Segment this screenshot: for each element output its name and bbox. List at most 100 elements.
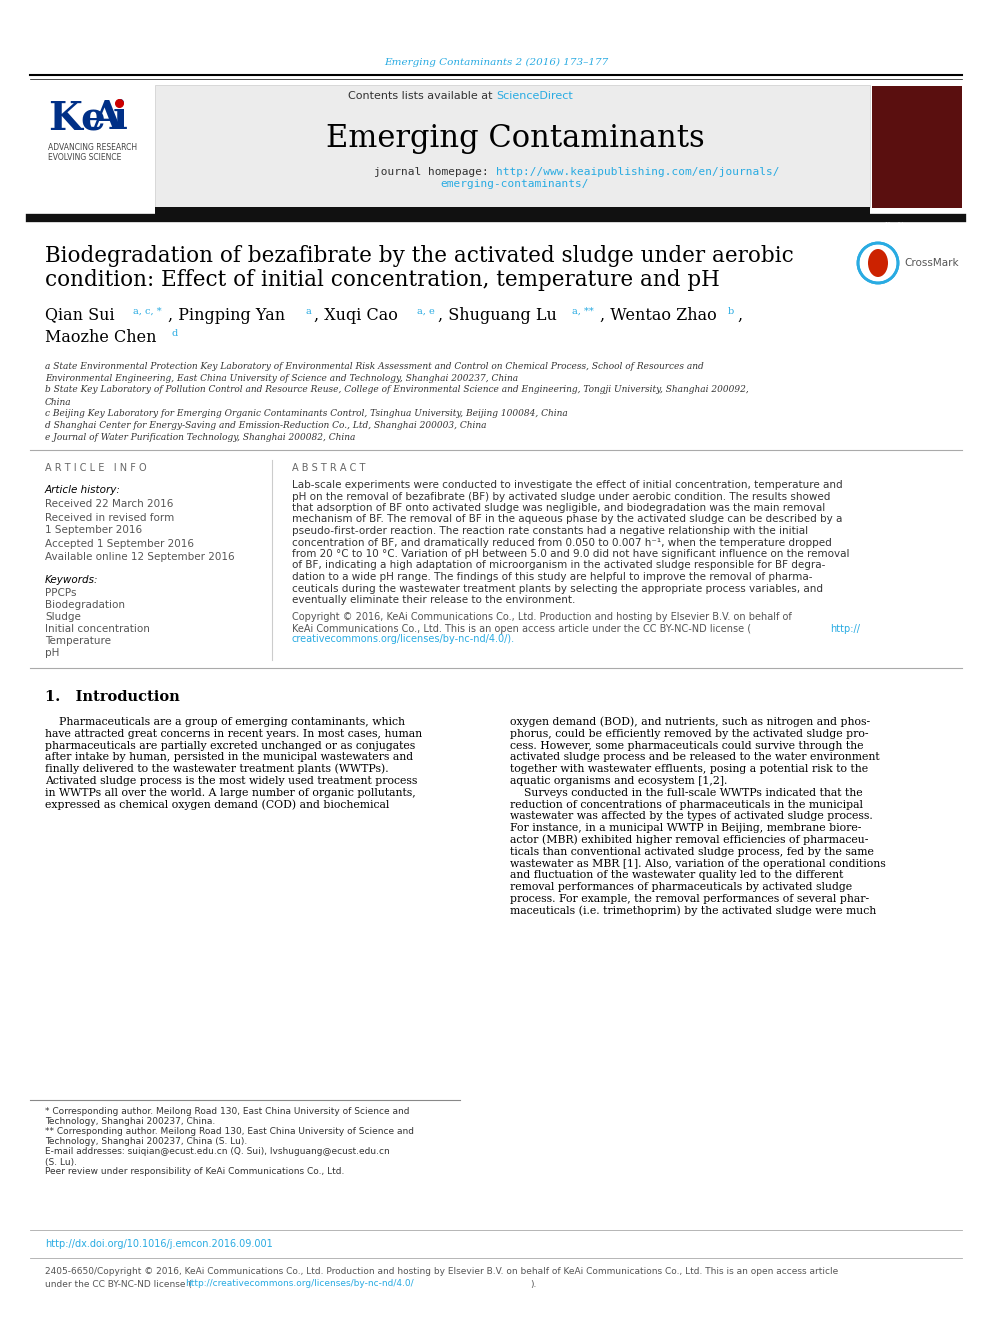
Text: a, **: a, **	[572, 307, 594, 315]
Text: d: d	[172, 328, 179, 337]
Text: 1 September 2016: 1 September 2016	[45, 525, 142, 534]
Text: 2405-6650/Copyright © 2016, KeAi Communications Co., Ltd. Production and hosting: 2405-6650/Copyright © 2016, KeAi Communi…	[45, 1267, 838, 1277]
Text: Keywords:: Keywords:	[45, 576, 98, 585]
Text: CrossMark: CrossMark	[904, 258, 958, 269]
Text: oxygen demand (BOD), and nutrients, such as nitrogen and phos-: oxygen demand (BOD), and nutrients, such…	[510, 717, 870, 728]
Text: e Journal of Water Purification Technology, Shanghai 200082, China: e Journal of Water Purification Technolo…	[45, 433, 355, 442]
Text: a: a	[305, 307, 310, 315]
Text: eventually eliminate their release to the environment.: eventually eliminate their release to th…	[292, 595, 575, 605]
Text: Available online 12 September 2016: Available online 12 September 2016	[45, 552, 235, 562]
Text: KeAi Communications Co., Ltd. This is an open access article under the CC BY-NC-: KeAi Communications Co., Ltd. This is an…	[292, 623, 751, 634]
Text: Technology, Shanghai 200237, China.: Technology, Shanghai 200237, China.	[45, 1118, 215, 1126]
Text: A R T I C L E   I N F O: A R T I C L E I N F O	[45, 463, 147, 474]
Text: , Wentao Zhao: , Wentao Zhao	[600, 307, 722, 324]
Text: a, e: a, e	[417, 307, 434, 315]
Text: Activated sludge process is the most widely used treatment process: Activated sludge process is the most wid…	[45, 777, 418, 786]
Text: ceuticals during the wastewater treatment plants by selecting the appropriate pr: ceuticals during the wastewater treatmen…	[292, 583, 823, 594]
Text: * Corresponding author. Meilong Road 130, East China University of Science and: * Corresponding author. Meilong Road 130…	[45, 1107, 410, 1117]
Text: b State Key Laboratory of Pollution Control and Resource Reuse, College of Envir: b State Key Laboratory of Pollution Cont…	[45, 385, 749, 406]
Text: have attracted great concerns in recent years. In most cases, human: have attracted great concerns in recent …	[45, 729, 423, 738]
Text: E-mail addresses: suiqian@ecust.edu.cn (Q. Sui), lvshuguang@ecust.edu.cn: E-mail addresses: suiqian@ecust.edu.cn (…	[45, 1147, 390, 1156]
Text: Accepted 1 September 2016: Accepted 1 September 2016	[45, 538, 194, 549]
Text: Surveys conducted in the full-scale WWTPs indicated that the: Surveys conducted in the full-scale WWTP…	[510, 787, 863, 798]
Text: Emerging Contaminants 2 (2016) 173–177: Emerging Contaminants 2 (2016) 173–177	[384, 57, 608, 66]
Text: under the CC BY-NC-ND license (: under the CC BY-NC-ND license (	[45, 1279, 191, 1289]
Text: pharmaceuticals are partially excreted unchanged or as conjugates: pharmaceuticals are partially excreted u…	[45, 741, 416, 750]
Text: cess. However, some pharmaceuticals could survive through the: cess. However, some pharmaceuticals coul…	[510, 741, 863, 750]
Text: http://www.keaipublishing.com/en/journals/: http://www.keaipublishing.com/en/journal…	[496, 167, 780, 177]
Text: aquatic organisms and ecosystem [1,2].: aquatic organisms and ecosystem [1,2].	[510, 777, 727, 786]
Text: finally delivered to the wastewater treatment plants (WWTPs).: finally delivered to the wastewater trea…	[45, 763, 389, 774]
Text: i: i	[113, 99, 128, 138]
Text: Biodegradation: Biodegradation	[45, 601, 125, 610]
Text: http://dx.doi.org/10.1016/j.emcon.2016.09.001: http://dx.doi.org/10.1016/j.emcon.2016.0…	[45, 1240, 273, 1249]
Text: b: b	[728, 307, 734, 315]
Text: For instance, in a municipal WWTP in Beijing, membrane biore-: For instance, in a municipal WWTP in Bei…	[510, 823, 861, 833]
Text: 1.   Introduction: 1. Introduction	[45, 691, 180, 704]
Text: A: A	[91, 99, 121, 138]
Circle shape	[858, 243, 898, 283]
Text: Article history:: Article history:	[45, 486, 121, 495]
Text: ticals than conventional activated sludge process, fed by the same: ticals than conventional activated sludg…	[510, 847, 874, 857]
Text: in WWTPs all over the world. A large number of organic pollutants,: in WWTPs all over the world. A large num…	[45, 787, 416, 798]
Text: Sludge: Sludge	[45, 613, 81, 622]
Text: wastewater as MBR [1]. Also, variation of the operational conditions: wastewater as MBR [1]. Also, variation o…	[510, 859, 886, 869]
Text: expressed as chemical oxygen demand (COD) and biochemical: expressed as chemical oxygen demand (COD…	[45, 799, 390, 810]
Text: dation to a wide pH range. The findings of this study are helpful to improve the: dation to a wide pH range. The findings …	[292, 572, 812, 582]
Text: process. For example, the removal performances of several phar-: process. For example, the removal perfor…	[510, 894, 869, 904]
Text: of BF, indicating a high adaptation of microorganism in the activated sludge res: of BF, indicating a high adaptation of m…	[292, 561, 825, 570]
Text: after intake by human, persisted in the municipal wastewaters and: after intake by human, persisted in the …	[45, 753, 413, 762]
Text: reduction of concentrations of pharmaceuticals in the municipal: reduction of concentrations of pharmaceu…	[510, 799, 863, 810]
Text: concentration of BF, and dramatically reduced from 0.050 to 0.007 h⁻¹, when the : concentration of BF, and dramatically re…	[292, 537, 831, 548]
Bar	[155, 85, 870, 206]
Text: Technology, Shanghai 200237, China (S. Lu).: Technology, Shanghai 200237, China (S. L…	[45, 1138, 247, 1147]
Text: ADVANCING RESEARCH: ADVANCING RESEARCH	[48, 143, 137, 152]
Text: together with wastewater effluents, posing a potential risk to the: together with wastewater effluents, posi…	[510, 765, 868, 774]
Text: from 20 °C to 10 °C. Variation of pH between 5.0 and 9.0 did not have significan: from 20 °C to 10 °C. Variation of pH bet…	[292, 549, 849, 560]
Text: maceuticals (i.e. trimethoprim) by the activated sludge were much: maceuticals (i.e. trimethoprim) by the a…	[510, 905, 876, 916]
Text: ** Corresponding author. Meilong Road 130, East China University of Science and: ** Corresponding author. Meilong Road 13…	[45, 1127, 414, 1136]
Text: pH: pH	[45, 648, 60, 658]
Text: Biodegradation of bezafibrate by the activated sludge under aerobic: Biodegradation of bezafibrate by the act…	[45, 245, 794, 267]
Bar	[155, 206, 870, 218]
Text: actor (MBR) exhibited higher removal efficiencies of pharmaceu-: actor (MBR) exhibited higher removal eff…	[510, 835, 868, 845]
Text: Temperature: Temperature	[45, 636, 111, 646]
Text: ,: ,	[737, 307, 742, 324]
Text: condition: Effect of initial concentration, temperature and pH: condition: Effect of initial concentrati…	[45, 269, 720, 291]
Text: emerging-contaminants/: emerging-contaminants/	[440, 179, 589, 189]
Text: Lab-scale experiments were conducted to investigate the effect of initial concen: Lab-scale experiments were conducted to …	[292, 480, 842, 490]
Text: d Shanghai Center for Energy-Saving and Emission-Reduction Co., Ltd, Shanghai 20: d Shanghai Center for Energy-Saving and …	[45, 421, 486, 430]
Text: , Xuqi Cao: , Xuqi Cao	[314, 307, 403, 324]
Text: ScienceDirect: ScienceDirect	[496, 91, 572, 101]
Text: activated sludge process and be released to the water environment: activated sludge process and be released…	[510, 753, 880, 762]
Text: Ke Ai: Ke Ai	[885, 221, 904, 229]
Text: Pharmaceuticals are a group of emerging contaminants, which: Pharmaceuticals are a group of emerging …	[45, 717, 405, 728]
Text: pseudo-first-order reaction. The reaction rate constants had a negative relation: pseudo-first-order reaction. The reactio…	[292, 527, 808, 536]
Text: http://creativecommons.org/licenses/by-nc-nd/4.0/: http://creativecommons.org/licenses/by-n…	[185, 1279, 414, 1289]
Text: Emerging
Contaminants: Emerging Contaminants	[885, 235, 938, 255]
Text: pH on the removal of bezafibrate (BF) by activated sludge under aerobic conditio: pH on the removal of bezafibrate (BF) by…	[292, 492, 830, 501]
Text: EVOLVING SCIENCE: EVOLVING SCIENCE	[48, 153, 121, 163]
Text: that adsorption of BF onto activated sludge was negligible, and biodegradation w: that adsorption of BF onto activated slu…	[292, 503, 825, 513]
Text: phorus, could be efficiently removed by the activated sludge pro-: phorus, could be efficiently removed by …	[510, 729, 869, 738]
Text: Emerging Contaminants: Emerging Contaminants	[325, 123, 704, 153]
Text: (S. Lu).: (S. Lu).	[45, 1158, 77, 1167]
Text: Received 22 March 2016: Received 22 March 2016	[45, 499, 174, 509]
Text: journal homepage:: journal homepage:	[375, 167, 496, 177]
Text: Contents lists available at: Contents lists available at	[348, 91, 496, 101]
Text: wastewater was affected by the types of activated sludge process.: wastewater was affected by the types of …	[510, 811, 873, 822]
Text: a State Environmental Protection Key Laboratory of Environmental Risk Assessment: a State Environmental Protection Key Lab…	[45, 363, 703, 384]
Bar	[872, 86, 962, 208]
Text: Maozhe Chen: Maozhe Chen	[45, 328, 162, 345]
Text: PPCPs: PPCPs	[45, 587, 76, 598]
Text: , Shuguang Lu: , Shuguang Lu	[438, 307, 562, 324]
Text: and fluctuation of the wastewater quality led to the different: and fluctuation of the wastewater qualit…	[510, 871, 843, 880]
Text: Copyright © 2016, KeAi Communications Co., Ltd. Production and hosting by Elsevi: Copyright © 2016, KeAi Communications Co…	[292, 613, 792, 623]
Text: Received in revised form: Received in revised form	[45, 513, 175, 523]
Text: Ke: Ke	[48, 99, 106, 138]
Text: c Beijing Key Laboratory for Emerging Organic Contaminants Control, Tsinghua Uni: c Beijing Key Laboratory for Emerging Or…	[45, 409, 567, 418]
Text: Initial concentration: Initial concentration	[45, 624, 150, 634]
Text: ).: ).	[530, 1279, 537, 1289]
Text: Peer review under responsibility of KeAi Communications Co., Ltd.: Peer review under responsibility of KeAi…	[45, 1167, 344, 1176]
Text: removal performances of pharmaceuticals by activated sludge: removal performances of pharmaceuticals …	[510, 882, 852, 892]
